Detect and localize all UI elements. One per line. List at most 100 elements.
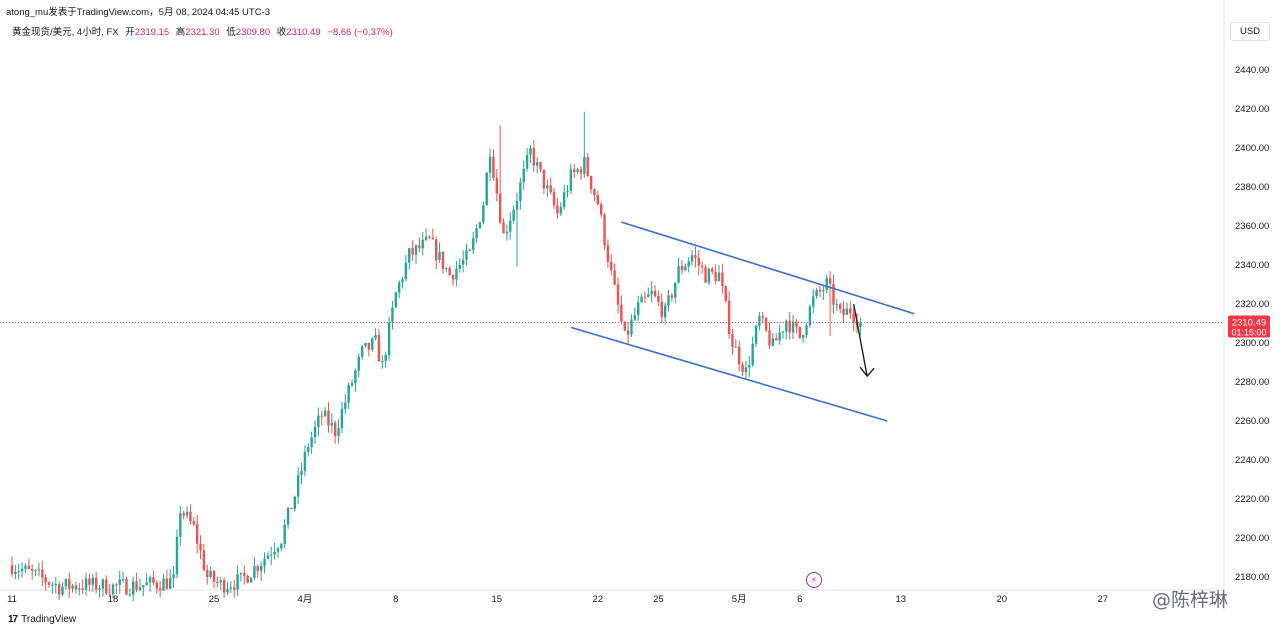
candle-body [253, 566, 256, 579]
candle-body [616, 284, 620, 305]
candle-body [660, 301, 663, 318]
candle-body [451, 275, 455, 280]
candle-body [128, 594, 132, 596]
price-axis[interactable]: 2180.00 2200.00 2220.00 2240.00 2260.00 2280.… [1235, 65, 1269, 583]
close-label: 收 [276, 27, 287, 38]
candle-body [347, 385, 350, 403]
x-tick-label: 22 [593, 594, 604, 605]
candle-body [307, 447, 310, 452]
x-tick-label: 25 [209, 594, 220, 605]
candle-body [270, 554, 273, 556]
candle-body [280, 543, 283, 549]
candle-body [438, 251, 441, 261]
candle-body [845, 308, 849, 315]
candle-body [852, 313, 855, 323]
candle-body [37, 569, 41, 571]
candle-body [586, 157, 589, 177]
candle-body [229, 587, 233, 589]
candle-body [650, 290, 653, 295]
candle-body [741, 364, 744, 373]
candle-body [599, 204, 603, 215]
candle-body [428, 236, 431, 238]
bolt-icon[interactable]: ⚡ [806, 572, 822, 588]
candle-body [411, 248, 414, 255]
candle-body [57, 584, 61, 595]
candle-body [296, 474, 300, 497]
candle-body [138, 587, 142, 590]
candle-body [344, 402, 347, 409]
x-tick-label: 13 [896, 594, 907, 605]
candle-body [172, 574, 175, 579]
candle-body [832, 283, 835, 305]
candle-body [714, 271, 717, 282]
candle-body [293, 496, 296, 510]
y-tick-label: 2380.00 [1235, 182, 1269, 193]
candle-body [744, 367, 748, 373]
channel-upper-line [621, 221, 915, 315]
candle-body [323, 410, 327, 417]
candle-body [610, 261, 613, 271]
low-value: 2309.80 [235, 27, 271, 38]
candle-body [801, 335, 805, 338]
candle-body [256, 566, 259, 572]
candle-body [556, 205, 559, 214]
candle-body [539, 161, 542, 170]
x-tick-label: 25 [653, 594, 664, 605]
candle-body [569, 169, 573, 191]
candle-body [431, 237, 435, 240]
candle-body [182, 513, 185, 516]
candle-body [771, 338, 775, 346]
currency-button[interactable]: USD [1230, 22, 1270, 41]
candle-body [472, 238, 475, 250]
candle-body [233, 587, 236, 590]
x-tick-label: 11 [7, 594, 17, 605]
candle-body [461, 259, 465, 265]
drawings-layer [0, 221, 1224, 422]
candle-body [91, 577, 94, 585]
candle-body [795, 321, 798, 327]
y-tick-label: 2280.00 [1235, 377, 1269, 388]
candle-body [273, 551, 276, 555]
candle-body [704, 267, 707, 283]
candle-body [849, 308, 852, 314]
candle-body [41, 569, 44, 578]
candle-body [822, 290, 825, 292]
candle-body [236, 574, 239, 590]
x-tick-label: 4月 [298, 594, 313, 605]
candle-body [519, 182, 522, 202]
candle-body [222, 580, 226, 593]
candle-body [455, 268, 458, 280]
candle-body [374, 335, 377, 339]
channel-lower-line [570, 326, 888, 422]
candles-layer [10, 111, 862, 602]
candle-body [690, 255, 694, 262]
candle-body [512, 209, 515, 221]
candle-body [239, 572, 243, 575]
candle-body [401, 279, 404, 283]
y-tick-label: 2420.00 [1235, 104, 1269, 115]
candle-body [24, 565, 27, 569]
candle-body [468, 249, 472, 251]
candle-body [465, 250, 468, 260]
candle-body [573, 169, 576, 173]
candle-body [768, 330, 771, 346]
x-tick-label: 6 [797, 594, 802, 605]
countdown-label: 01:15:00 [1231, 328, 1266, 338]
candle-body [17, 571, 20, 573]
candle-body [84, 578, 88, 590]
candle-body [101, 579, 105, 589]
x-tick-label: 8 [393, 594, 398, 605]
y-tick-label: 2220.00 [1235, 494, 1269, 505]
candle-body [246, 575, 249, 583]
candle-body [27, 565, 31, 569]
time-axis[interactable]: 11 18 25 4月 8 15 22 25 5月 6 13 20 27 [7, 594, 1108, 605]
candle-body [478, 222, 482, 229]
candle-body [384, 354, 387, 361]
candle-body [552, 192, 556, 206]
candle-body [788, 320, 791, 333]
candle-body [68, 579, 71, 589]
candle-body [290, 507, 293, 510]
candle-body [620, 304, 623, 322]
